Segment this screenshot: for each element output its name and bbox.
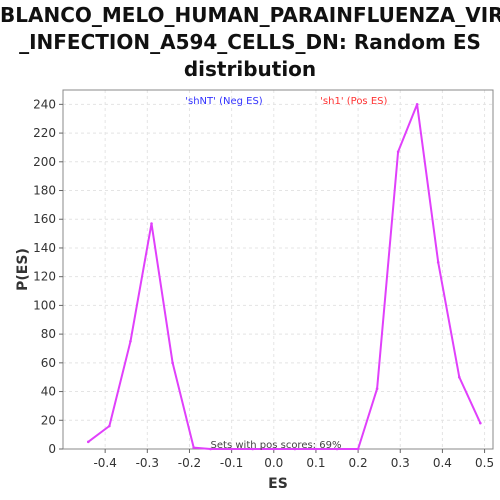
- x-tick-label: 0.5: [475, 456, 494, 470]
- data-point: [108, 424, 111, 428]
- data-point: [396, 150, 400, 154]
- grid-layer: [63, 90, 493, 450]
- data-point: [457, 375, 461, 379]
- y-tick-label: 140: [33, 241, 56, 255]
- data-point: [436, 261, 440, 264]
- pos-scores-annotation: Sets with pos scores: 69%: [211, 440, 342, 451]
- x-tick-label: -0.4: [93, 456, 116, 470]
- x-tick-label: -0.3: [136, 456, 159, 470]
- legend-neg-es: 'shNT' (Neg ES): [185, 96, 263, 107]
- data-point: [209, 447, 212, 451]
- data-point: [86, 440, 90, 444]
- data-point: [192, 446, 195, 449]
- y-tick-label: 120: [33, 270, 56, 284]
- y-axis-label: P(ES): [15, 248, 31, 291]
- chart-title-line-3: distribution: [183, 57, 317, 81]
- data-point: [335, 447, 339, 451]
- y-axis: 0 20 40 60 80 100 120 140 160 180 200 220 240: [33, 97, 63, 456]
- data-point: [293, 447, 297, 451]
- x-axis-label: ES: [268, 476, 288, 492]
- y-tick-label: 40: [41, 385, 56, 399]
- data-point: [356, 447, 360, 451]
- x-tick-label: 0.3: [391, 456, 410, 470]
- chart-title-line-2: _INFECTION_A594_CELLS_DN: Random ES: [19, 30, 481, 54]
- x-tick-label: 0.0: [264, 456, 283, 470]
- y-tick-label: 180: [33, 184, 56, 198]
- y-tick-label: 240: [33, 97, 56, 111]
- x-tick-label: -0.1: [220, 456, 243, 470]
- chart-title: BLANCO_MELO_HUMAN_PARAINFLUENZA_VIRUS_3 …: [0, 0, 500, 83]
- legend-pos-es: 'sh1' (Pos ES): [320, 96, 387, 107]
- x-tick-label: 0.1: [306, 456, 325, 470]
- y-tick-label: 60: [41, 356, 56, 370]
- y-tick-label: 0: [48, 442, 56, 456]
- y-tick-label: 200: [33, 155, 56, 169]
- y-tick-label: 80: [41, 327, 56, 341]
- es-distribution-line: [87, 103, 482, 450]
- chart-title-line-1: BLANCO_MELO_HUMAN_PARAINFLUENZA_VIRUS_3: [0, 3, 500, 27]
- x-axis: -0.4 -0.3 -0.2 -0.1 0.0 0.1 0.2 0.3 0.4 0.5: [93, 449, 494, 470]
- data-point: [314, 447, 318, 451]
- y-tick-label: 100: [33, 298, 56, 312]
- data-point: [415, 103, 419, 106]
- data-point: [230, 447, 233, 451]
- plot-frame: [62, 89, 494, 450]
- data-point: [375, 387, 379, 390]
- data-point: [479, 421, 482, 425]
- data-point: [272, 447, 276, 451]
- data-point: [150, 222, 153, 225]
- y-tick-label: 160: [33, 212, 56, 226]
- x-tick-label: 0.2: [349, 456, 368, 470]
- data-point: [171, 361, 174, 365]
- x-tick-label: 0.4: [433, 456, 452, 470]
- y-tick-label: 220: [33, 126, 56, 140]
- data-point: [129, 340, 132, 343]
- y-tick-label: 20: [41, 413, 56, 427]
- x-tick-label: -0.2: [178, 456, 201, 470]
- series-layer: [86, 103, 482, 451]
- data-point: [251, 447, 255, 451]
